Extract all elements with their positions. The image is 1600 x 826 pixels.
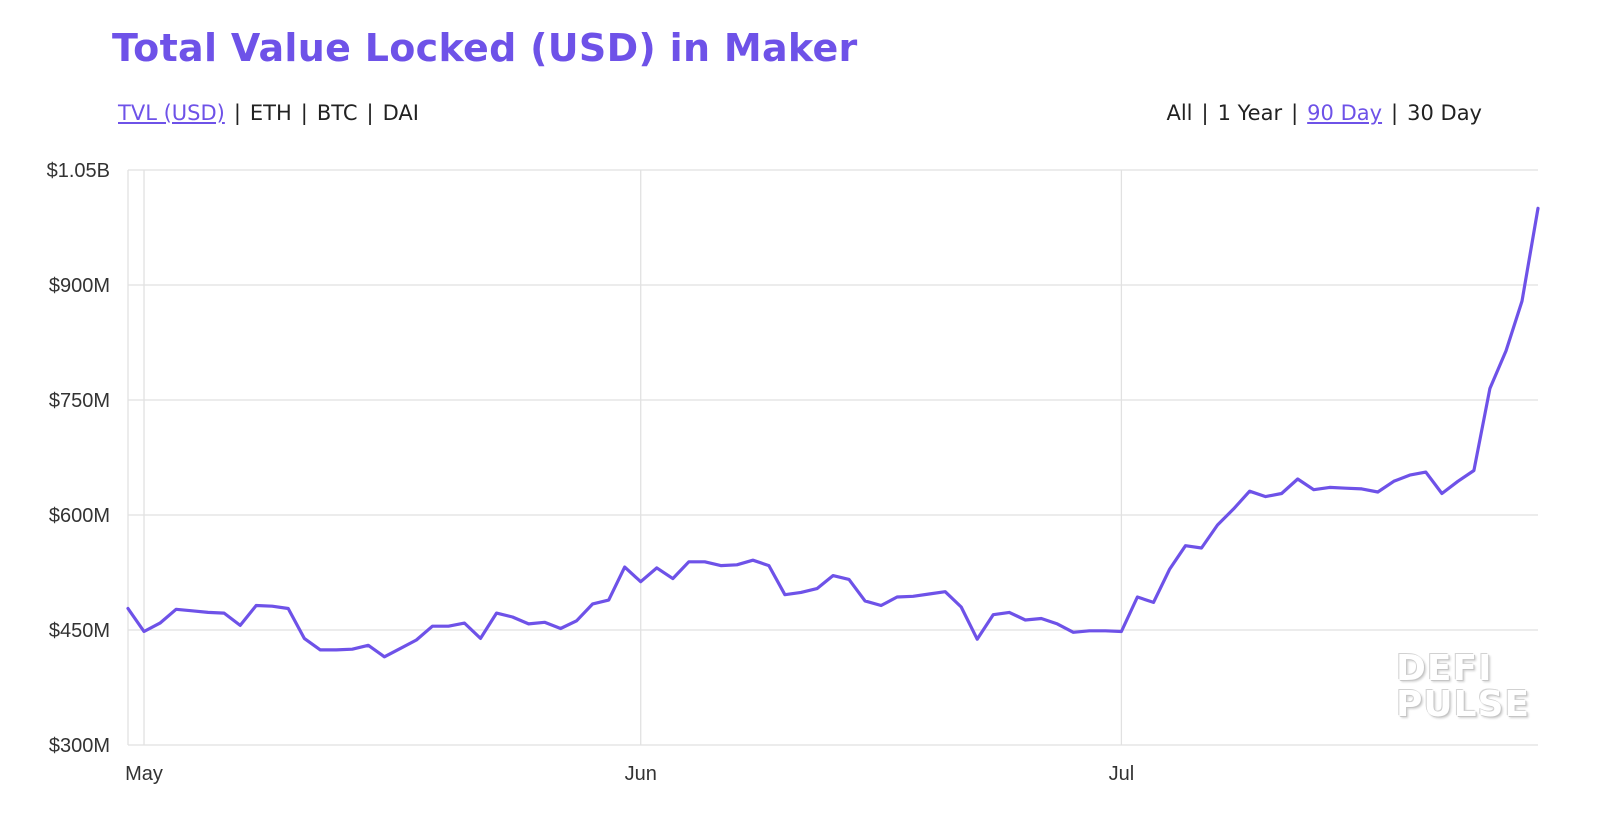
range-option-30-day[interactable]: 30 Day — [1407, 101, 1482, 125]
range-option-all[interactable]: All — [1166, 101, 1193, 125]
y-tick-label: $450M — [49, 620, 110, 642]
series-layer — [126, 206, 1540, 659]
x-tick-label: May — [125, 763, 163, 785]
range-option-1-year[interactable]: 1 Year — [1217, 101, 1283, 125]
separator: | — [233, 101, 241, 125]
watermark-line-1: DEFI — [1396, 648, 1493, 689]
metric-option-eth[interactable]: ETH — [249, 101, 292, 125]
x-tick-label: Jun — [625, 763, 657, 785]
y-tick-label: $300M — [49, 735, 110, 757]
y-tick-label: $900M — [49, 275, 110, 297]
separator: | — [1391, 101, 1399, 125]
watermark-line-2: PULSE — [1396, 684, 1531, 725]
metric-option-tvl-usd[interactable]: TVL (USD) — [118, 101, 225, 125]
tvl-series-line — [126, 206, 1540, 659]
y-tick-label: $600M — [49, 505, 110, 527]
chart-title: Total Value Locked (USD) in Maker — [112, 26, 858, 70]
y-axis: $300M $450M $600M $750M $900M $1.05B — [47, 160, 110, 757]
metric-option-btc[interactable]: BTC — [316, 101, 358, 125]
x-axis: May Jun Jul — [125, 763, 1134, 785]
metric-selector: TVL (USD) | ETH | BTC | DAI — [118, 101, 419, 125]
metric-option-dai[interactable]: DAI — [382, 101, 419, 125]
x-tick-label: Jul — [1109, 763, 1135, 785]
separator: | — [366, 101, 374, 125]
range-option-90-day[interactable]: 90 Day — [1307, 101, 1383, 125]
separator: | — [1291, 101, 1299, 125]
y-tick-label: $1.05B — [47, 160, 110, 182]
separator: | — [300, 101, 308, 125]
grid — [127, 169, 1538, 746]
defi-pulse-watermark: DEFI PULSE — [1396, 648, 1531, 725]
y-tick-label: $750M — [49, 390, 110, 412]
separator: | — [1201, 101, 1209, 125]
range-selector: All | 1 Year | 90 Day | 30 Day — [1166, 101, 1482, 125]
